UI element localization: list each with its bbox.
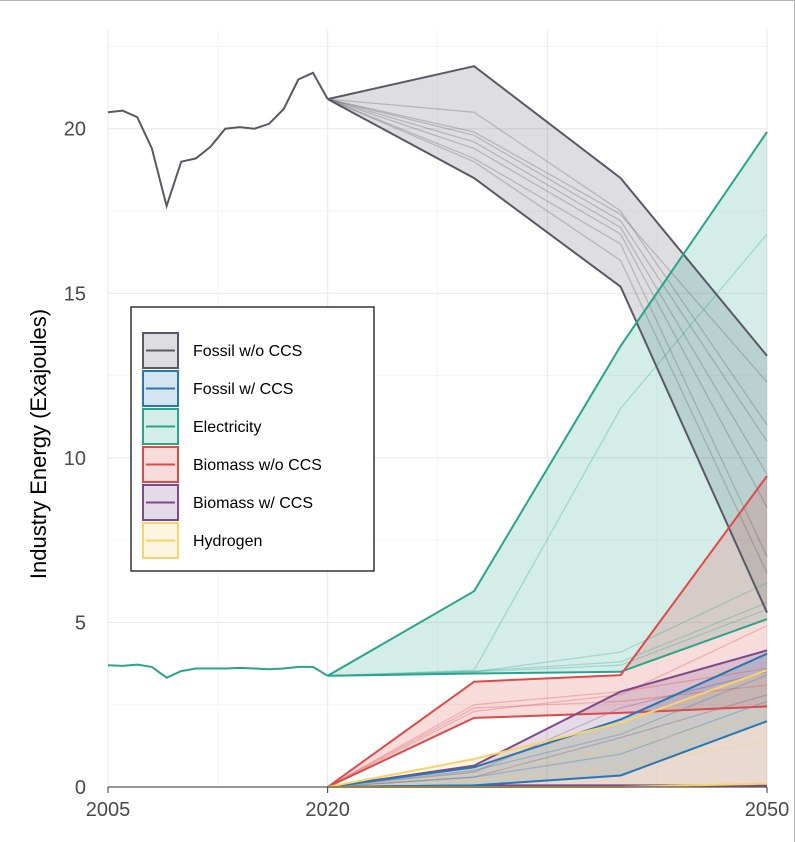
legend-label: Electricity (193, 419, 261, 436)
band-lower-biomass-w-o-ccs (327, 705, 768, 788)
legend: Fossil w/o CCS Fossil w/ CCS Electricity Bi… (130, 306, 375, 572)
legend-item-biomass-w-ccs: Biomass w/ CCS (142, 484, 313, 521)
band-biomass-w-ccs (327, 650, 767, 787)
y-axis-title: Industry Energy (Exajoules) (26, 309, 51, 579)
band-lower-electricity (327, 618, 768, 677)
y-tick-label-0: 0 (75, 777, 86, 799)
scenario-line-fossil-w-o-ccs (327, 98, 768, 475)
scenario-line-hydrogen (327, 713, 768, 788)
scenario-line-fossil-w-o-ccs (327, 98, 768, 557)
scenario-line-fossil-w-ccs (327, 674, 768, 788)
scenario-line-biomass-w-ccs (327, 694, 768, 788)
y-tick-label-10: 10 (64, 448, 86, 470)
x-tick-label-2050: 2050 (745, 799, 790, 821)
band-hydrogen (327, 670, 767, 787)
band-upper-hydrogen (327, 669, 768, 788)
y-tick-label-15: 15 (64, 283, 86, 305)
x-tick-label-2020: 2020 (305, 799, 350, 821)
legend-item-hydrogen: Hydrogen (142, 522, 262, 559)
band-upper-electricity (327, 131, 768, 677)
historical-line-fossil-w-o-ccs (107, 71, 329, 210)
legend-label: Biomass w/ CCS (193, 495, 313, 512)
band-upper-biomass-w-o-ccs (327, 475, 768, 788)
legend-item-electricity: Electricity (142, 408, 261, 445)
band-bound-lines (327, 65, 768, 788)
y-tick-label-20: 20 (64, 119, 86, 141)
scenario-line-hydrogen (327, 740, 768, 788)
band-upper-fossil-w-ccs (327, 652, 768, 788)
legend-label: Fossil w/o CCS (193, 343, 302, 360)
band-upper-fossil-w-o-ccs (327, 65, 768, 357)
scenario-line-biomass-w-o-ccs (327, 684, 768, 788)
legend-label: Hydrogen (193, 533, 262, 550)
legend-item-biomass-w-o-ccs: Biomass w/o CCS (142, 446, 322, 483)
legend-label: Biomass w/o CCS (193, 457, 322, 474)
x-tick-label-2005: 2005 (86, 799, 131, 821)
scenario-line-fossil-w-o-ccs (327, 98, 768, 442)
y-tick-label-5: 5 (75, 612, 86, 634)
scenario-line-biomass-w-o-ccs (327, 667, 768, 788)
scenario-line-fossil-w-o-ccs (327, 98, 768, 426)
scenario-line-electricity (327, 602, 768, 677)
scenario-line-fossil-w-ccs (327, 700, 768, 788)
scenario-line-fossil-w-o-ccs (327, 98, 768, 574)
legend-item-fossil-w-o-ccs: Fossil w/o CCS (142, 332, 302, 369)
historical-lines (107, 71, 329, 679)
band-fossil-w-ccs (327, 653, 767, 787)
legend-item-fossil-w-ccs: Fossil w/ CCS (142, 370, 293, 407)
band-electricity (327, 132, 767, 676)
scenario-line-fossil-w-o-ccs (327, 98, 768, 383)
scenario-line-biomass-w-o-ccs (327, 625, 768, 788)
band-lower-fossil-w-o-ccs (327, 98, 768, 614)
band-fossil-w-o-ccs (327, 66, 767, 613)
scenario-line-fossil-w-o-ccs (327, 98, 768, 508)
historical-line-electricity (107, 663, 329, 679)
scenario-line-electricity (327, 233, 768, 677)
legend-label: Fossil w/ CCS (193, 381, 293, 398)
